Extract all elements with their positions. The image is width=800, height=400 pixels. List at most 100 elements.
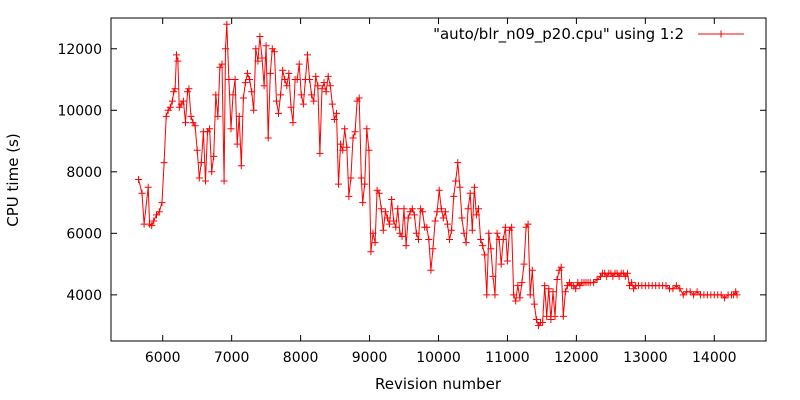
data-point-marker [460,229,468,237]
data-point-marker [481,251,489,259]
data-point-marker [462,239,470,247]
data-point-marker [326,82,334,90]
data-point-marker [367,248,375,256]
y-tick-label: 12000 [57,42,102,58]
data-point-marker [433,208,441,216]
data-point-marker [148,222,156,230]
legend-label: "auto/blr_n09_p20.cpu" using 1:2 [433,25,684,44]
data-point-marker [306,76,314,83]
data-point-marker [166,103,174,111]
data-point-marker [185,85,193,93]
data-point-marker [246,76,254,83]
data-point-marker [464,205,472,213]
data-point-marker [155,208,163,216]
data-point-marker [312,72,320,80]
data-point-marker [347,174,355,182]
data-point-marker [229,91,237,99]
legend: "auto/blr_n09_p20.cpu" using 1:2 [433,25,744,44]
data-point-marker [320,79,328,87]
data-point-marker [241,79,249,87]
legend-swatch-marker [717,30,725,38]
data-point-marker [266,69,274,77]
data-point-marker [717,291,725,299]
y-tick-label: 10000 [57,103,102,119]
data-point-marker [297,91,305,99]
data-point-marker [244,69,251,77]
data-point-marker [202,177,209,185]
data-point-marker [446,236,453,243]
data-point-marker [316,149,324,157]
data-point-marker [412,229,420,237]
data-point-marker [357,174,365,182]
data-point-marker [419,208,427,216]
data-point-marker [693,288,701,296]
data-point-marker [379,226,387,234]
data-point-marker [561,288,569,296]
data-point-marker [258,54,266,62]
data-point-marker [206,125,214,133]
data-point-marker [349,134,357,142]
data-point-marker [283,82,291,90]
data-point-marker [499,236,507,243]
data-point-marker [335,180,342,188]
data-point-marker [208,168,216,176]
data-point-marker [227,125,235,133]
data-point-marker [270,48,278,56]
data-point-marker [559,312,567,320]
data-point-marker [669,285,677,293]
data-point-marker [470,183,478,191]
data-point-marker [173,51,180,59]
data-point-marker [444,220,451,228]
data-point-marker [510,291,518,299]
y-axis-title: CPU time (s) [4,133,22,226]
data-point-marker [557,263,565,271]
data-point-marker [158,199,166,207]
data-point-marker [214,112,222,120]
data-point-marker [454,159,462,167]
data-point-marker [732,288,740,296]
data-point-marker [220,177,228,185]
data-point-marker [337,140,345,148]
y-tick-label: 4000 [66,288,102,304]
data-point-marker [549,288,557,296]
data-point-marker [345,192,353,200]
data-point-marker [212,91,220,99]
data-point-marker [679,291,687,299]
data-point-marker [491,291,499,299]
data-point-marker [524,220,532,228]
data-point-marker [518,279,526,287]
legend-marker-plus [717,30,725,38]
data-point-marker [733,291,741,299]
data-point-marker [256,33,264,40]
data-point-marker [386,220,393,228]
data-point-marker [526,291,534,299]
y-tick-label: 6000 [66,226,102,242]
data-point-marker [237,162,245,170]
data-point-marker [343,143,351,151]
data-point-marker [260,82,268,90]
data-point-marker [254,57,262,65]
data-point-marker [388,196,396,203]
data-point-marker [435,186,443,194]
data-point-marker [392,223,400,231]
data-point-marker [223,20,231,28]
data-point-marker [475,205,482,213]
data-point-marker [318,85,326,93]
data-point-marker [628,279,636,287]
data-point-marker [425,236,433,243]
data-point-marker [479,242,487,250]
data-point-marker [361,180,369,188]
data-point-marker [551,312,559,320]
data-point-marker [248,88,256,96]
data-point-marker [497,260,505,268]
data-point-marker [289,119,297,127]
data-point-marker [377,205,385,213]
data-point-marker [721,294,729,302]
data-point-marker [408,205,416,213]
x-tick-label: 9000 [352,350,388,366]
data-point-marker [553,276,561,283]
data-point-marker [512,297,520,305]
data-point-marker [676,285,684,293]
data-point-marker [197,159,205,167]
